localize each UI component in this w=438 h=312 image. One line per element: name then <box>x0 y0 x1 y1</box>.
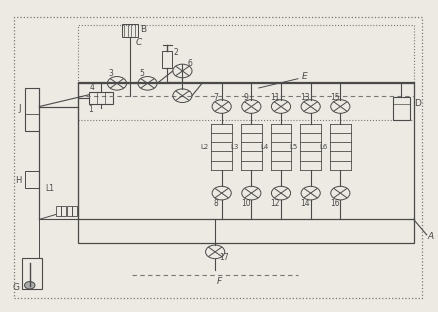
Text: 9: 9 <box>243 93 247 102</box>
Text: G: G <box>12 283 19 292</box>
Text: D: D <box>413 99 420 108</box>
Text: 3: 3 <box>109 69 113 78</box>
Text: L2: L2 <box>200 144 208 150</box>
Text: H: H <box>15 176 21 185</box>
Text: 15: 15 <box>329 93 339 102</box>
Text: J: J <box>18 104 21 113</box>
Text: F: F <box>216 277 222 286</box>
Text: 4: 4 <box>89 84 94 92</box>
Text: 12: 12 <box>270 198 279 207</box>
Text: 11: 11 <box>270 93 279 102</box>
Text: L3: L3 <box>230 144 238 150</box>
Text: L5: L5 <box>289 144 297 150</box>
Text: 6: 6 <box>187 59 192 68</box>
Text: 7: 7 <box>213 93 218 102</box>
Text: C: C <box>135 38 141 47</box>
Text: 16: 16 <box>329 198 339 207</box>
Text: L6: L6 <box>318 144 327 150</box>
Text: L1: L1 <box>46 184 55 193</box>
Text: B: B <box>140 25 146 34</box>
Text: 13: 13 <box>300 93 309 102</box>
Text: 14: 14 <box>300 198 309 207</box>
Text: 8: 8 <box>213 198 218 207</box>
Text: 17: 17 <box>219 253 228 262</box>
Circle shape <box>25 281 35 289</box>
Text: 5: 5 <box>139 69 144 78</box>
Text: A: A <box>426 232 432 241</box>
Text: 2: 2 <box>173 48 178 57</box>
Text: E: E <box>301 72 307 81</box>
Text: 10: 10 <box>240 198 250 207</box>
Text: 1: 1 <box>88 105 93 114</box>
Text: L4: L4 <box>259 144 268 150</box>
